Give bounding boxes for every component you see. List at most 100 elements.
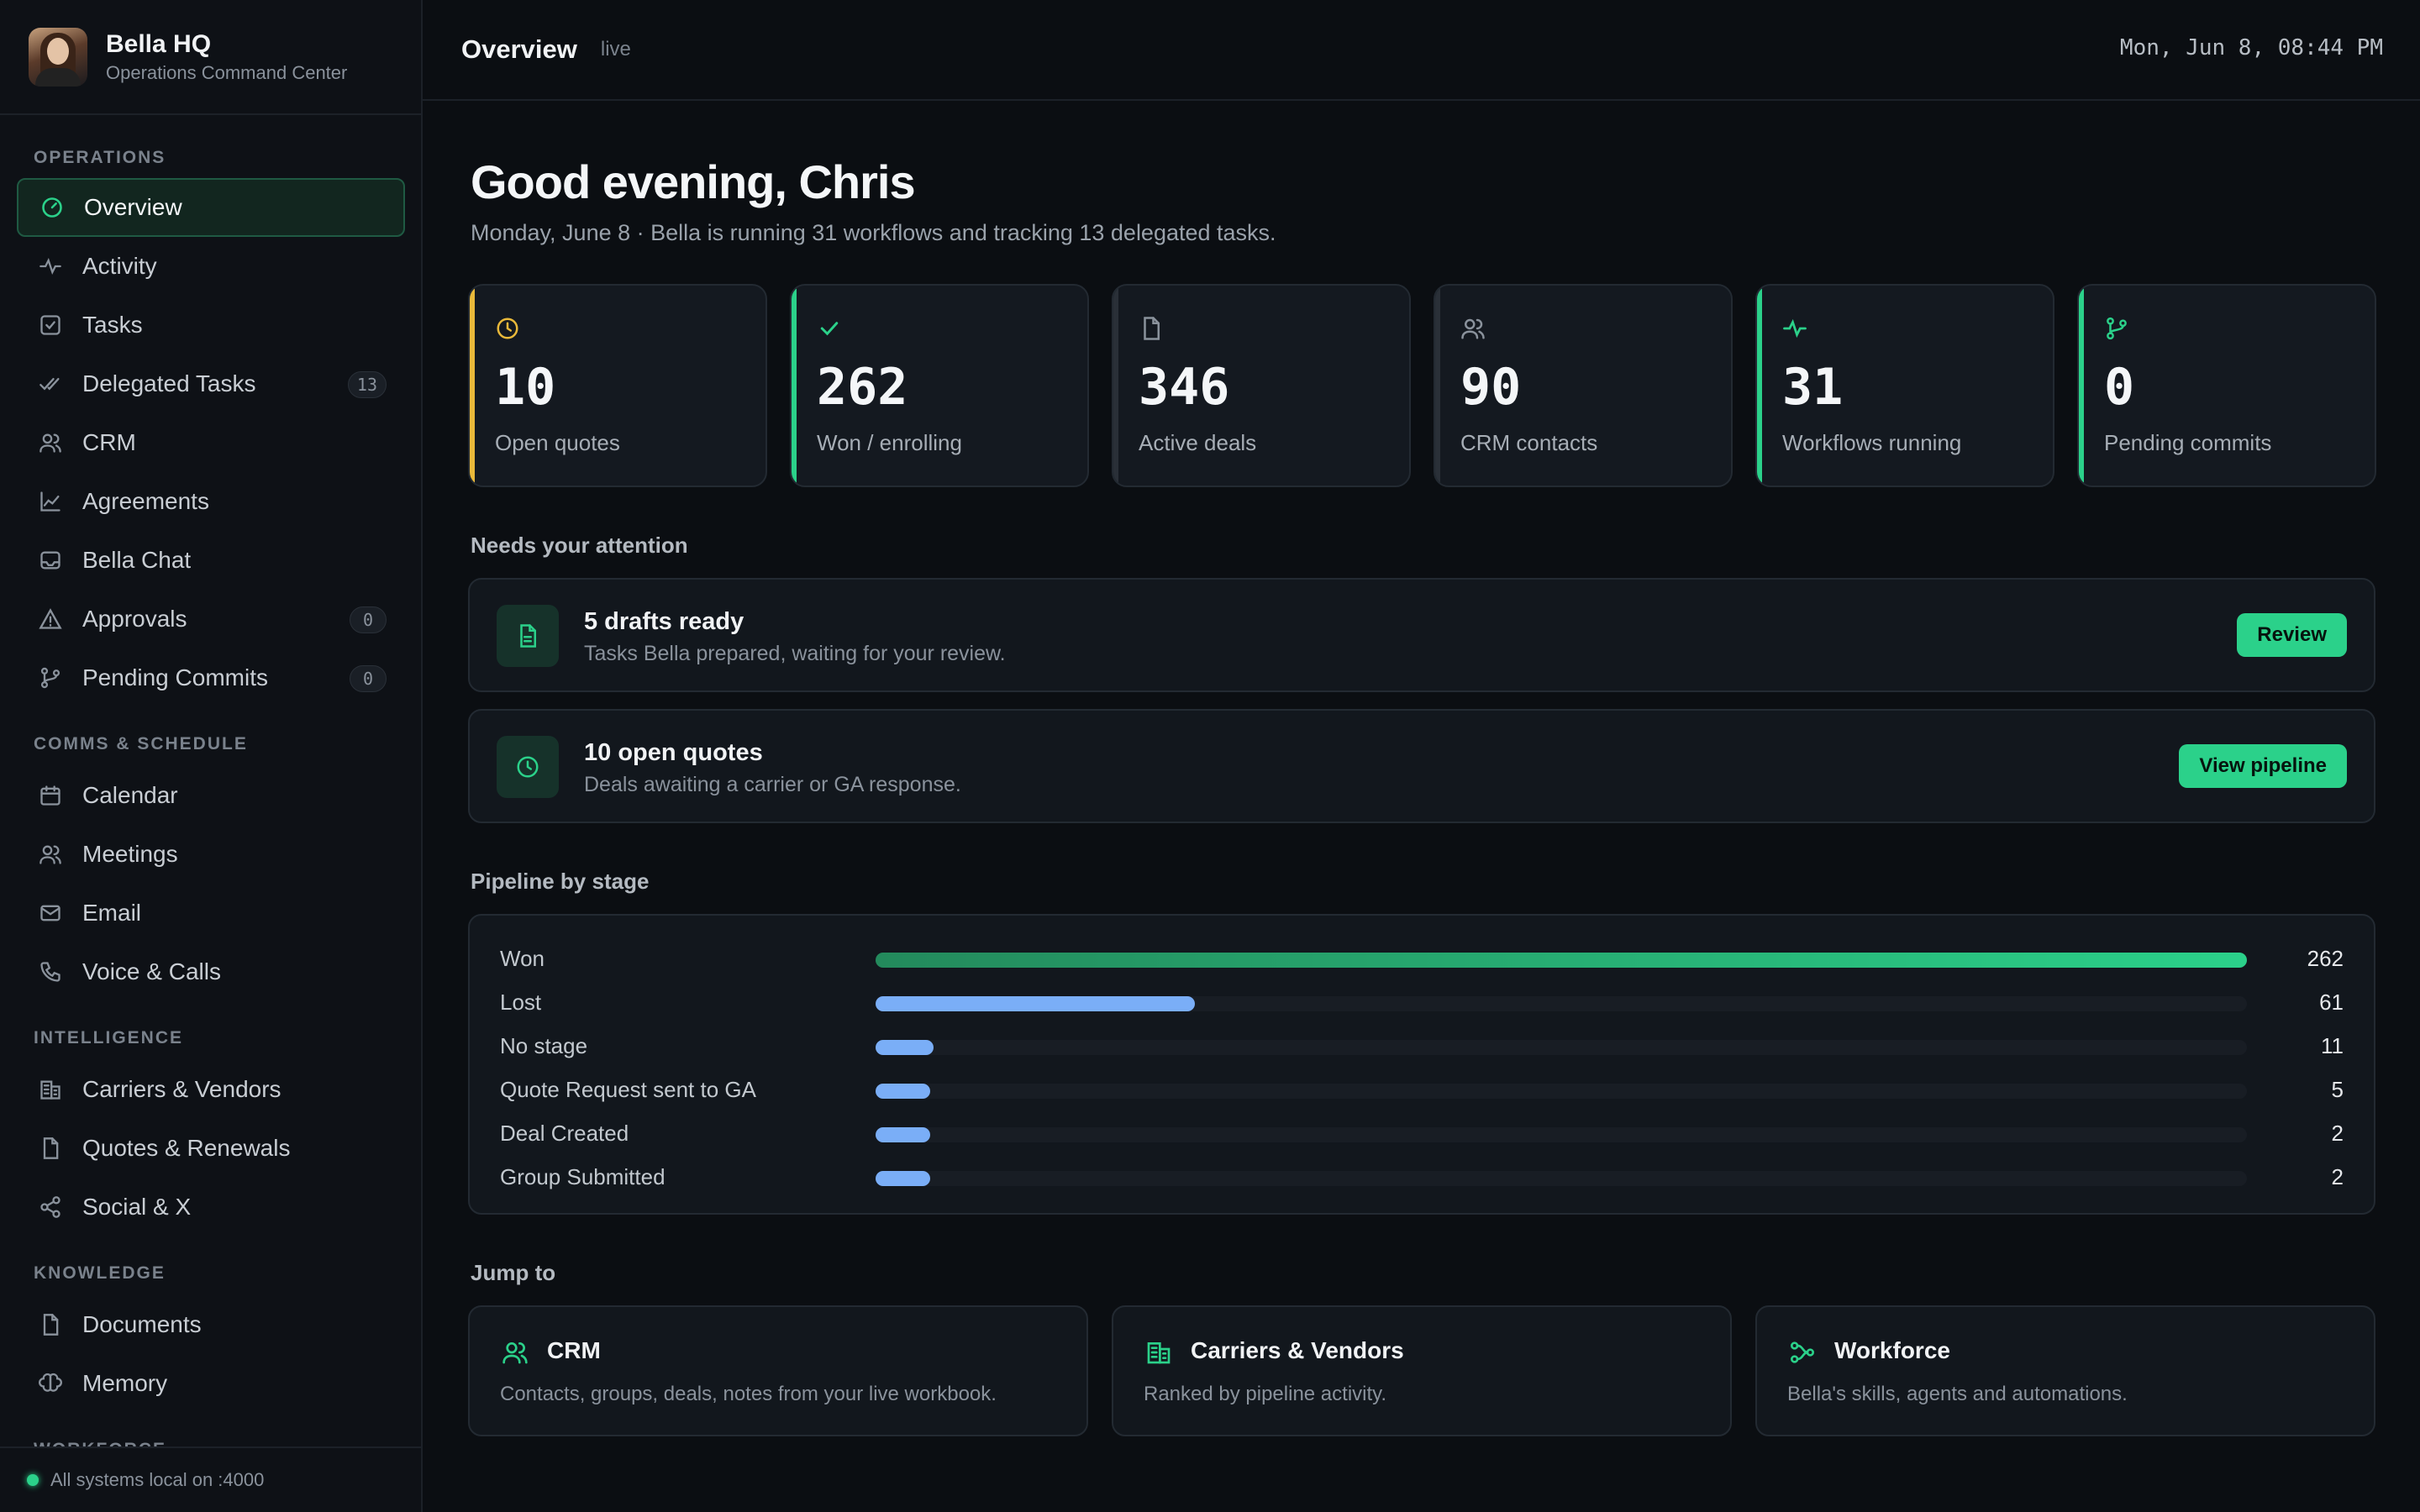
- sidebar-item-label: Approvals: [82, 606, 187, 632]
- approvals-badge: 0: [350, 606, 387, 633]
- pipeline-row-deal-created: Deal Created 2: [500, 1116, 2344, 1149]
- stat-label: Pending commits: [2104, 430, 2272, 455]
- stat-value: 346: [1139, 358, 1230, 417]
- stage-value: 262: [2307, 946, 2344, 971]
- sidebar-item-delegated-tasks[interactable]: Delegated Tasks 13: [17, 354, 405, 413]
- stage-value: 2: [2331, 1121, 2344, 1146]
- file-icon: [43, 1314, 59, 1336]
- stage-label: No stage: [500, 1033, 588, 1058]
- sidebar-item-email[interactable]: Email: [17, 884, 405, 942]
- jump-crm[interactable]: CRM Contacts, groups, deals, notes from …: [468, 1305, 1088, 1436]
- brand: Bella HQ Operations Command Center: [0, 0, 421, 115]
- sidebar-item-label: Quotes & Renewals: [82, 1135, 291, 1161]
- greeting-subtitle: Monday, June 8 · Bella is running 31 wor…: [471, 220, 1276, 245]
- stage-bar: [876, 996, 1195, 1011]
- live-indicator: live: [600, 38, 631, 60]
- brand-title: Bella HQ: [106, 29, 212, 58]
- sidebar-item-calendar[interactable]: Calendar: [17, 766, 405, 825]
- attention-quotes: 10 open quotes Deals awaiting a carrier …: [468, 709, 2375, 823]
- stage-track: [876, 1171, 2247, 1186]
- view-pipeline-button[interactable]: View pipeline: [2179, 744, 2347, 788]
- stat-value: 90: [1460, 358, 1522, 417]
- jump-desc: Ranked by pipeline activity.: [1144, 1383, 1387, 1405]
- sidebar-item-activity[interactable]: Activity: [17, 237, 405, 296]
- jump-workforce[interactable]: Workforce Bella's skills, agents and aut…: [1755, 1305, 2375, 1436]
- stage-bar: [876, 1040, 934, 1055]
- stat-pending-commits[interactable]: 0 Pending commits: [2077, 284, 2376, 487]
- stage-track: [876, 953, 2247, 968]
- stat-label: Active deals: [1139, 430, 1257, 455]
- stat-open-quotes[interactable]: 10 Open quotes: [468, 284, 767, 487]
- sidebar-item-meetings[interactable]: Meetings: [17, 825, 405, 884]
- sidebar-item-label: Carriers & Vendors: [82, 1076, 281, 1102]
- nav-section-intelligence: INTELLIGENCE: [34, 1028, 184, 1047]
- pipeline-card: Won 262 Lost 61 No stage 11 Quote Reques…: [468, 914, 2375, 1215]
- stat-label: Workflows running: [1782, 430, 1962, 455]
- sidebar-item-label: Bella Chat: [82, 547, 192, 573]
- review-button[interactable]: Review: [2237, 613, 2347, 657]
- jump-carriers-vendors[interactable]: Carriers & Vendors Ranked by pipeline ac…: [1112, 1305, 1732, 1436]
- sidebar-item-label: Memory: [82, 1370, 168, 1396]
- calendar-icon: [40, 785, 60, 806]
- sidebar-item-label: Documents: [82, 1311, 202, 1337]
- users-icon: [502, 1342, 528, 1364]
- stat-label: Won / enrolling: [817, 430, 962, 455]
- attention-desc: Tasks Bella prepared, waiting for your r…: [584, 642, 1006, 665]
- double-check-icon: [39, 378, 60, 391]
- sidebar-item-approvals[interactable]: Approvals 0: [17, 590, 405, 648]
- file-icon: [43, 1137, 59, 1159]
- stage-bar: [876, 953, 2247, 968]
- sidebar-item-label: Voice & Calls: [82, 958, 221, 984]
- sidebar-item-quotes-renewals[interactable]: Quotes & Renewals: [17, 1119, 405, 1178]
- stat-value: 0: [2104, 358, 2135, 417]
- stat-crm-contacts[interactable]: 90 CRM contacts: [1434, 284, 1733, 487]
- stat-value: 262: [817, 358, 908, 417]
- sidebar-item-label: Calendar: [82, 782, 178, 808]
- sidebar-item-bella-chat[interactable]: Bella Chat: [17, 531, 405, 590]
- sidebar-item-tasks[interactable]: Tasks: [17, 296, 405, 354]
- stage-track: [876, 1084, 2247, 1099]
- stage-bar: [876, 1127, 931, 1142]
- nav-section-operations: OPERATIONS: [34, 148, 166, 167]
- sidebar: Bella HQ Operations Command Center OPERA…: [0, 0, 423, 1512]
- pulse-icon: [39, 257, 61, 276]
- sidebar-item-carriers-vendors[interactable]: Carriers & Vendors: [17, 1060, 405, 1119]
- attention-title: 5 drafts ready: [584, 608, 744, 635]
- stage-value: 61: [2319, 990, 2344, 1015]
- pipeline-row-quote-request: Quote Request sent to GA 5: [500, 1072, 2344, 1105]
- jump-desc: Contacts, groups, deals, notes from your…: [500, 1383, 997, 1405]
- sidebar-item-agreements[interactable]: Agreements: [17, 472, 405, 531]
- sidebar-item-pending-commits[interactable]: Pending Commits 0: [17, 648, 405, 707]
- sidebar-item-label: Email: [82, 900, 142, 926]
- sidebar-item-memory[interactable]: Memory: [17, 1354, 405, 1413]
- inbox-icon: [40, 551, 60, 570]
- sidebar-item-label: Activity: [82, 253, 157, 279]
- mail-icon: [40, 905, 60, 921]
- sidebar-item-crm[interactable]: CRM: [17, 413, 405, 472]
- pipeline-heading: Pipeline by stage: [471, 869, 650, 894]
- stat-workflows-running[interactable]: 31 Workflows running: [1755, 284, 2054, 487]
- checkbox-icon: [40, 315, 60, 335]
- delegated-tasks-badge: 13: [347, 371, 387, 398]
- pulse-icon: [1783, 318, 1807, 339]
- attention-desc: Deals awaiting a carrier or GA response.: [584, 773, 961, 796]
- stat-active-deals[interactable]: 346 Active deals: [1112, 284, 1411, 487]
- attention-drafts: 5 drafts ready Tasks Bella prepared, wai…: [468, 578, 2375, 692]
- sidebar-item-label: CRM: [82, 429, 136, 455]
- clock-icon: [517, 756, 539, 778]
- stage-label: Group Submitted: [500, 1164, 666, 1189]
- pipeline-row-lost: Lost 61: [500, 984, 2344, 1018]
- sidebar-item-overview[interactable]: Overview: [17, 178, 405, 237]
- stat-won-enrolling[interactable]: 262 Won / enrolling: [790, 284, 1089, 487]
- pipeline-row-won: Won 262: [500, 941, 2344, 974]
- sidebar-item-social-x[interactable]: Social & X: [17, 1178, 405, 1236]
- file-icon: [520, 624, 536, 648]
- sidebar-item-label: Overview: [84, 194, 182, 220]
- avatar[interactable]: [29, 27, 87, 87]
- sidebar-item-voice-calls[interactable]: Voice & Calls: [17, 942, 405, 1001]
- clock-icon: [497, 318, 518, 339]
- jump-title: Workforce: [1834, 1337, 1950, 1363]
- stage-label: Quote Request sent to GA: [500, 1077, 756, 1102]
- workflow-icon: [1791, 1341, 1814, 1363]
- sidebar-item-documents[interactable]: Documents: [17, 1295, 405, 1354]
